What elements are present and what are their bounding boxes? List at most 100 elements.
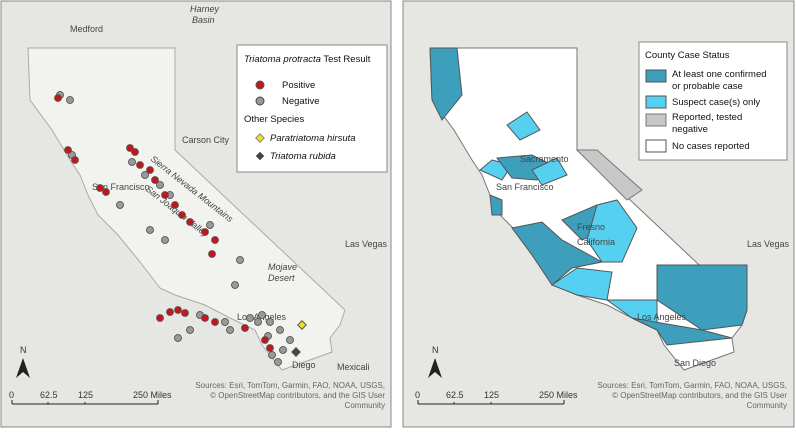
legend-swatch — [255, 133, 265, 143]
sample-point — [276, 326, 284, 334]
legend-swatch — [255, 151, 265, 161]
legend: Triatoma protracta Test Result Positive … — [236, 44, 388, 173]
scale-label: 0 — [415, 390, 420, 400]
scale-label: 125 — [78, 390, 93, 400]
sample-point — [226, 326, 234, 334]
place-label: Las Vegas — [345, 239, 388, 249]
scale-bar: 0 62.5 125 250 Miles — [415, 390, 578, 405]
scale-label: 250 Miles — [133, 390, 172, 400]
county-suspect — [586, 199, 638, 263]
place-label: Desert — [268, 273, 295, 283]
sample-point — [186, 326, 194, 334]
sample-point — [136, 161, 144, 169]
county-negative — [575, 149, 643, 201]
sample-point — [54, 94, 62, 102]
place-label: Diego — [292, 360, 316, 370]
legend-box — [236, 44, 388, 173]
north-label: N — [432, 345, 439, 355]
place-label: Mexicali — [337, 362, 370, 372]
legend-label: Negative — [282, 96, 320, 107]
sample-point — [286, 336, 294, 344]
species-point — [297, 320, 307, 330]
scale-label: 250 Miles — [539, 390, 578, 400]
sources: Community — [747, 401, 787, 410]
points — [54, 91, 307, 366]
sample-point — [151, 176, 159, 184]
place-label: Mojave — [268, 262, 297, 272]
sample-point — [186, 218, 194, 226]
sample-point — [258, 311, 266, 319]
sample-point — [96, 184, 104, 192]
sample-point — [221, 318, 229, 326]
sample-point — [156, 314, 164, 322]
legend-swatch — [645, 113, 667, 127]
sample-point — [141, 171, 149, 179]
county-confirmed — [511, 221, 604, 286]
legend-title: Triatoma protracta Test Result — [244, 54, 371, 65]
place-label: California — [577, 237, 615, 247]
north-label: N — [20, 345, 27, 355]
sample-point — [126, 144, 134, 152]
place-label: San Diego — [674, 358, 716, 368]
legend-label: No cases reported — [672, 141, 750, 152]
place-label: Harney — [190, 4, 220, 14]
legend-swatch — [645, 95, 667, 109]
sample-point — [266, 318, 274, 326]
sample-point — [66, 96, 74, 104]
county-confirmed — [429, 47, 463, 121]
sample-point — [156, 181, 164, 189]
scale-label: 125 — [484, 390, 499, 400]
legend-title-rest: Test Result — [323, 54, 370, 65]
sample-point — [116, 201, 124, 209]
legend-title-species: Triatoma protracta — [244, 54, 321, 65]
place-label: Basin — [192, 15, 215, 25]
place-label: Carson City — [182, 135, 230, 145]
sample-point — [102, 188, 110, 196]
legend-label: negative — [672, 124, 708, 135]
sample-point — [236, 256, 244, 264]
place-label: Fresno — [577, 222, 605, 232]
sample-point — [241, 324, 249, 332]
north-arrow: N — [428, 345, 442, 378]
north-arrow-shape — [16, 358, 30, 378]
sample-point — [268, 351, 276, 359]
sample-point — [161, 191, 169, 199]
legend-label: At least one confirmed — [672, 69, 767, 80]
sample-point — [146, 226, 154, 234]
scale-line — [417, 400, 565, 405]
north-arrow-shape — [428, 358, 442, 378]
sample-point — [166, 308, 174, 316]
right-map: Sacramento San Francisco Fresno Californ… — [402, 0, 795, 428]
legend-swatch — [255, 96, 265, 106]
sample-point — [279, 346, 287, 354]
sample-point — [211, 236, 219, 244]
left-map: Medford Harney Basin Carson City San Fra… — [0, 0, 392, 428]
sample-point — [146, 166, 154, 174]
legend-swatch — [255, 80, 265, 90]
county-suspect — [506, 111, 541, 141]
legend-label: Suspect case(s) only — [672, 97, 760, 108]
sample-point — [174, 306, 182, 314]
legend-label: Triatoma rubida — [270, 151, 336, 162]
legend-label: Reported, tested — [672, 112, 742, 123]
sample-point — [266, 344, 274, 352]
scale-label: 62.5 — [40, 390, 58, 400]
sample-point — [128, 158, 136, 166]
sample-point — [201, 314, 209, 322]
county-suspect — [550, 267, 613, 301]
sample-point — [274, 358, 282, 366]
sample-point — [231, 281, 239, 289]
scale-bar: 0 62.5 125 250 Miles — [9, 390, 172, 405]
sample-point — [131, 148, 139, 156]
legend-subtitle: Other Species — [244, 114, 304, 125]
legend: County Case Status At least one confirme… — [638, 41, 788, 161]
place-label: Las Vegas — [747, 239, 790, 249]
legend-label: or probable case — [672, 81, 743, 92]
scale-label: 62.5 — [446, 390, 464, 400]
legend-swatch — [645, 69, 667, 83]
place-label: Sacramento — [520, 154, 569, 164]
sample-point — [206, 221, 214, 229]
sample-point — [254, 318, 262, 326]
north-arrow: N — [16, 345, 30, 378]
